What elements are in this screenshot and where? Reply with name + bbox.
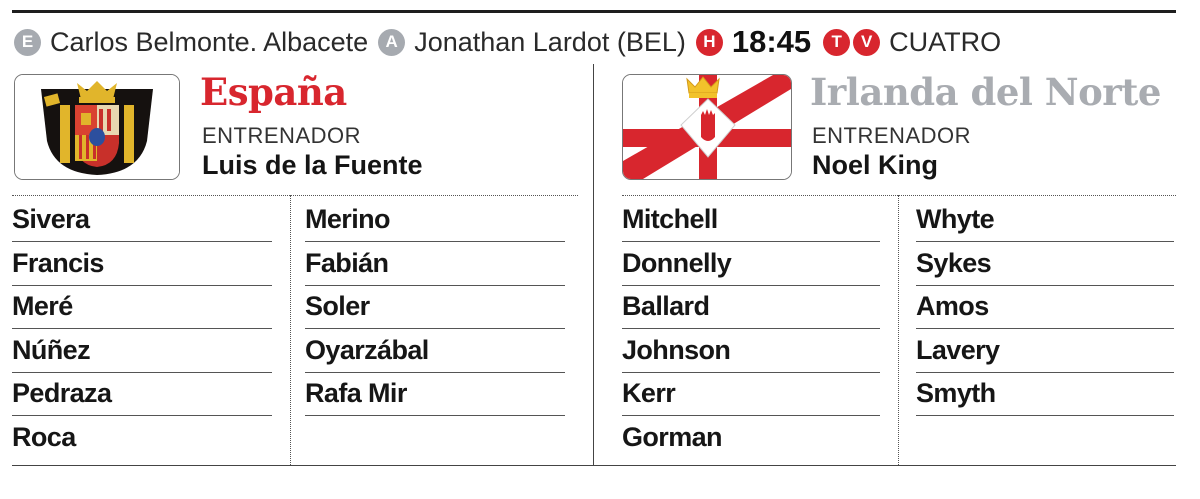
player-name: Lavery xyxy=(916,331,1174,373)
away-dotted-rule xyxy=(622,195,1176,196)
referee-name: Carlos Belmonte. Albacete xyxy=(50,26,369,57)
home-lineup-col1: Sivera Francis Meré Núñez Pedraza Roca xyxy=(12,200,272,461)
tv-badge-t: T xyxy=(823,28,851,56)
spain-crest-icon xyxy=(14,74,180,180)
player-name: Johnson xyxy=(622,331,880,373)
player-name: Ballard xyxy=(622,287,880,329)
assistant-badge: A xyxy=(378,28,406,56)
player-name: Mitchell xyxy=(622,200,880,242)
team-divider xyxy=(593,64,594,465)
away-column-divider xyxy=(898,195,899,465)
player-name: Merino xyxy=(305,200,565,242)
referee-badge: E xyxy=(14,28,41,56)
away-coach-label: ENTRENADOR xyxy=(812,123,972,148)
match-info-bar: E Carlos Belmonte. Albacete A Jonathan L… xyxy=(14,22,1174,62)
player-name: Núñez xyxy=(12,331,272,373)
player-name: Francis xyxy=(12,244,272,286)
player-name: Oyarzábal xyxy=(305,331,565,373)
home-lineup-col2: Merino Fabián Soler Oyarzábal Rafa Mir xyxy=(305,200,565,418)
player-name: Amos xyxy=(916,287,1174,329)
home-coach-label: ENTRENADOR xyxy=(202,123,362,148)
player-name: Kerr xyxy=(622,374,880,416)
northern-ireland-flag-icon xyxy=(622,74,792,180)
away-team-panel: Irlanda del Norte ENTRENADOR Noel King M… xyxy=(622,64,1176,465)
home-dotted-rule xyxy=(12,195,578,196)
home-column-divider xyxy=(290,195,291,465)
home-team-name: España xyxy=(200,70,347,114)
time-badge: H xyxy=(695,28,723,56)
tv-badge: T V xyxy=(823,28,881,56)
bottom-rule xyxy=(12,465,1176,466)
away-coach-name: Noel King xyxy=(812,150,938,180)
player-name: Sykes xyxy=(916,244,1174,286)
tv-channel: CUATRO xyxy=(889,26,1002,57)
player-name: Soler xyxy=(305,287,565,329)
top-rule xyxy=(12,10,1176,13)
player-name: Whyte xyxy=(916,200,1174,242)
away-team-name: Irlanda del Norte xyxy=(810,70,1161,114)
player-name: Pedraza xyxy=(12,374,272,416)
away-lineup-col2: Whyte Sykes Amos Lavery Smyth xyxy=(916,200,1174,418)
northern-ireland-flag-graphic xyxy=(623,75,791,179)
away-lineup-col1: Mitchell Donnelly Ballard Johnson Kerr G… xyxy=(622,200,880,461)
kickoff-time: 18:45 xyxy=(731,24,812,59)
player-name: Donnelly xyxy=(622,244,880,286)
spain-crest-graphic xyxy=(15,75,179,179)
player-name: Fabián xyxy=(305,244,565,286)
home-team-panel: España ENTRENADOR Luis de la Fuente Sive… xyxy=(12,64,578,465)
player-name: Smyth xyxy=(916,374,1174,416)
player-name: Gorman xyxy=(622,421,723,452)
home-coach-name: Luis de la Fuente xyxy=(202,150,423,180)
player-name: Roca xyxy=(12,421,76,452)
player-name: Sivera xyxy=(12,200,272,242)
player-name: Rafa Mir xyxy=(305,374,565,416)
assistant-name: Jonathan Lardot (BEL) xyxy=(414,26,686,57)
tv-badge-v: V xyxy=(853,28,881,56)
player-name: Meré xyxy=(12,287,272,329)
